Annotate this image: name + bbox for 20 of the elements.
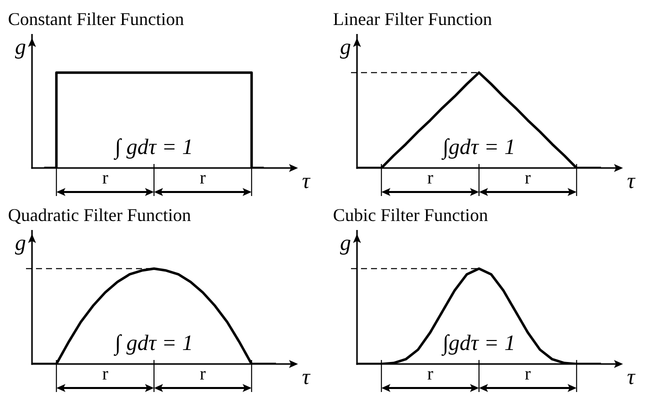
y-axis-title: g [340, 230, 351, 255]
x-axis-title: τ [302, 364, 311, 389]
x-axis-title: τ [627, 168, 636, 193]
y-axis-title: g [340, 34, 351, 59]
annotation: ∫gdτ = 1 [440, 330, 516, 356]
x-axis-title: τ [302, 168, 311, 193]
annotation: ∫ gdτ = 1 [112, 134, 194, 160]
annotation: r [200, 168, 206, 188]
annotation: ∫ gdτ = 1 [112, 330, 194, 356]
chart-title: Quadratic Filter Function [8, 204, 192, 226]
y-axis-title: g [15, 230, 26, 255]
chart-title: Linear Filter Function [333, 8, 493, 30]
annotation: r [427, 168, 434, 188]
chart-title: Constant Filter Function [8, 8, 186, 30]
x-axis-title: τ [627, 364, 636, 389]
y-axis-title: g [15, 34, 26, 59]
annotation: r [102, 168, 108, 188]
chart-title: Cubic Filter Function [333, 204, 489, 226]
annotation: r [524, 168, 531, 188]
annotation: ∫gdτ = 1 [440, 134, 516, 160]
